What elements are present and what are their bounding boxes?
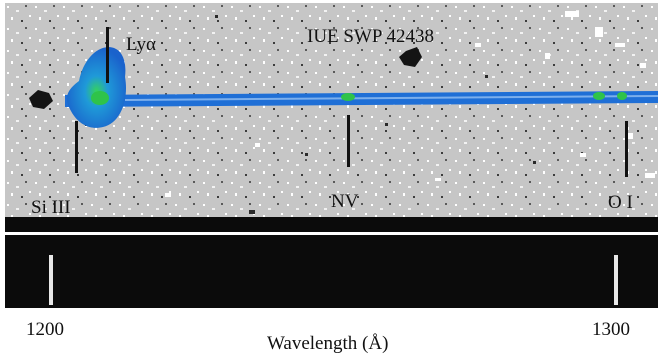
si-iii-indicator-line [75,121,78,173]
reseau-mark-spot [399,47,422,67]
lyman-alpha-label: Lyα [126,34,157,55]
tick-mark-1200 [49,255,53,305]
wavelength-reticle [5,217,658,308]
oi-indicator-line [625,121,628,177]
oi-peak-1 [593,92,605,100]
wavelength-axis-title: Wavelength (Å) [267,333,389,354]
tick-label-1300: 1300 [592,319,630,340]
trace-halo [125,95,658,101]
detector-image [5,3,658,217]
nv-label: NV [331,191,359,212]
spectrum-figure: IUE SWP 42438 Lyα Si III NV O I [5,3,658,308]
oi-label: O I [608,192,633,213]
geocoronal-spot-left [29,90,53,109]
nv-indicator-line [347,115,350,167]
tick-mark-1300 [614,255,618,305]
tick-label-1200: 1200 [26,319,64,340]
lyman-alpha-emission [66,47,127,128]
si-iii-label: Si III [31,197,71,218]
oi-peak-2 [617,92,627,100]
lya-indicator-line [106,27,109,83]
white-noise-speckles [165,11,655,197]
nv-peak [341,93,355,101]
lyman-alpha-core [91,91,109,105]
exposure-title: IUE SWP 42438 [307,26,435,47]
